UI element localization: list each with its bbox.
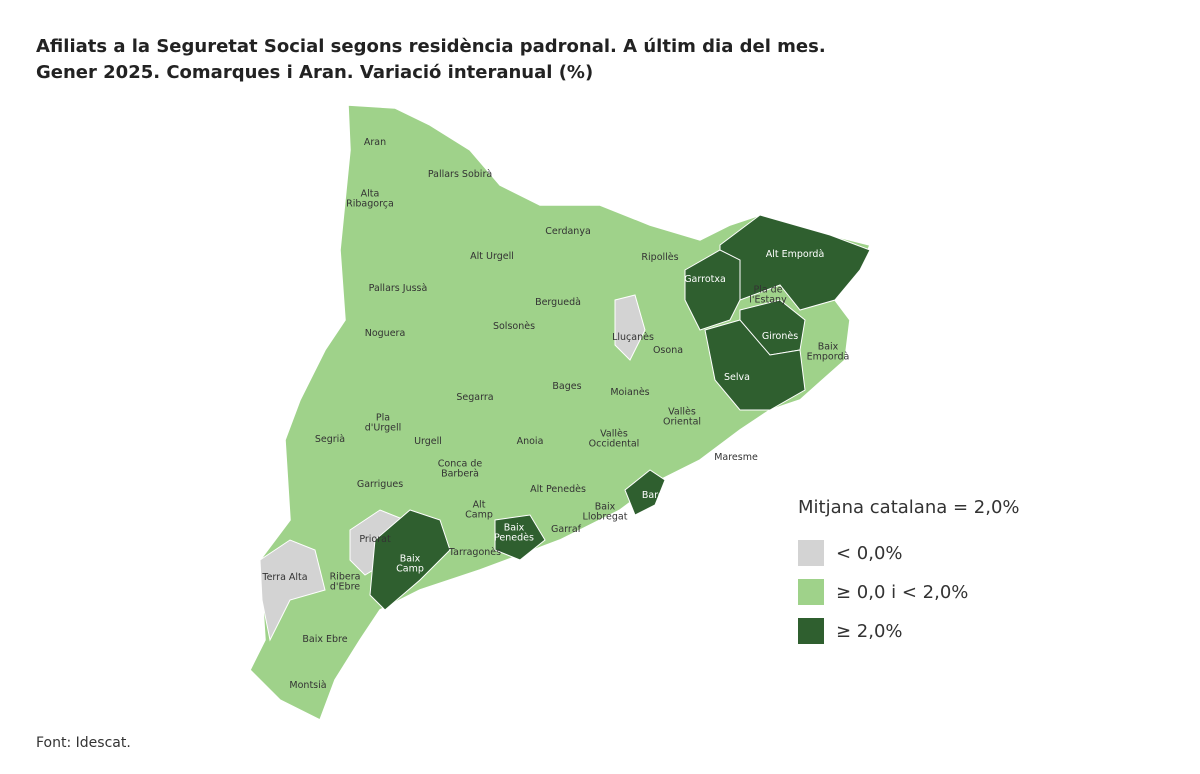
region-shape: [624, 469, 666, 516]
region-label: Gironès: [761, 330, 799, 342]
region-label: Noguera: [364, 327, 406, 339]
region-label: Segarra: [456, 391, 494, 403]
legend-label: ≥ 0,0 i < 2,0%: [836, 581, 969, 603]
region-label: Aran: [363, 136, 387, 148]
region-label: Ribera d'Ebre: [329, 571, 361, 593]
region-label: Alt Camp: [465, 499, 493, 521]
region-label: Terra Alta: [262, 571, 308, 583]
region-label: Priorat: [359, 533, 391, 545]
region-label: Baix Ebre: [302, 633, 348, 645]
region-label: Garrotxa: [684, 273, 726, 285]
region-label: Solsonès: [492, 320, 536, 332]
region-label: Segrià: [314, 433, 346, 445]
region-label: Baix Llobregat: [582, 501, 628, 523]
region-label: Alt Urgell: [470, 250, 514, 262]
legend-label: < 0,0%: [836, 542, 903, 564]
title-line: Afiliats a la Seguretat Social segons re…: [36, 36, 826, 57]
region-shape: [494, 514, 546, 561]
region-label: Vallès Occidental: [588, 428, 640, 450]
title-line: Gener 2025. Comarques i Aran. Variació i…: [36, 62, 594, 83]
region-label: Alt Empordà: [765, 248, 825, 260]
region-shape: [704, 319, 806, 411]
legend-item: ≥ 2,0%: [798, 618, 903, 644]
source: Font: Idescat.: [36, 735, 131, 751]
region-label: Pla de l'Estany: [749, 284, 787, 306]
legend-title: Mitjana catalana = 2,0%: [798, 497, 1020, 518]
region-label: Baix Empordà: [806, 341, 850, 363]
region-label: Bages: [552, 380, 582, 392]
region-label: Osona: [652, 344, 684, 356]
region-label: Selva: [724, 371, 750, 383]
region-shape: [719, 214, 871, 311]
region-label: Anoia: [516, 435, 544, 447]
region-label: Cerdanya: [545, 225, 591, 237]
region-label: Alt Penedès: [530, 483, 586, 495]
region-label: Moianès: [610, 386, 650, 398]
region-label: Pallars Sobirà: [427, 168, 493, 180]
region-label: Berguedà: [535, 296, 581, 308]
region-label: Baix Penedès: [494, 522, 534, 544]
region-label: Tarragonès: [448, 546, 502, 558]
legend-swatch: [798, 579, 824, 605]
region-shape: [369, 509, 451, 611]
region-label: Garrigues: [356, 478, 404, 490]
region-label: Vallès Oriental: [662, 406, 702, 428]
region-label: Conca de Barberà: [437, 458, 483, 480]
region-label: Barcelonès: [641, 489, 695, 501]
legend-item: < 0,0%: [798, 540, 903, 566]
region-shapes: [259, 214, 871, 642]
region-label: Maresme: [714, 451, 758, 463]
legend-item: ≥ 0,0 i < 2,0%: [798, 579, 968, 605]
region-label: Garraf: [551, 523, 581, 535]
region-shape: [684, 249, 741, 331]
legend-swatch: [798, 540, 824, 566]
region-label: Pla d'Urgell: [364, 412, 402, 434]
region-label: Pallars Jussà: [368, 282, 428, 294]
region-label: Urgell: [414, 435, 442, 447]
legend-swatch: [798, 618, 824, 644]
region-label: Baix Camp: [396, 553, 424, 575]
legend-label: ≥ 2,0%: [836, 620, 903, 642]
region-shape: [259, 539, 326, 642]
region-label: Lluçanès: [612, 331, 654, 343]
region-label: Ripollès: [641, 251, 679, 263]
region-label: Alta Ribagorça: [346, 188, 394, 210]
region-shape: [614, 294, 646, 361]
region-label: Montsià: [289, 679, 327, 691]
catalonia-outline: [249, 104, 872, 722]
